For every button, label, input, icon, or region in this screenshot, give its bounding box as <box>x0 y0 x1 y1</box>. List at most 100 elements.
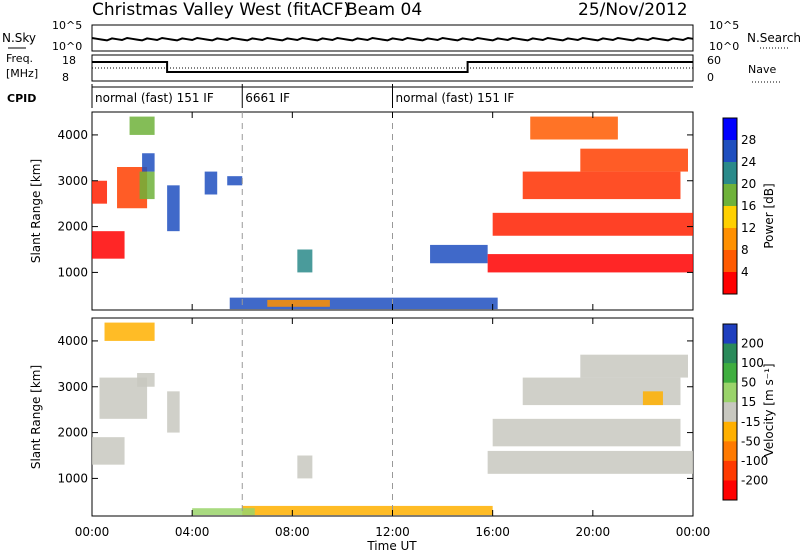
colorbar-tick-label: 28 <box>741 133 756 147</box>
x-tick-label: 00:00 <box>676 525 711 539</box>
colorbar-swatch <box>723 402 737 423</box>
echo-region <box>267 299 330 307</box>
echo-region <box>492 418 681 447</box>
freq-tick-bottom: 8 <box>62 71 69 84</box>
echo-region <box>142 153 155 172</box>
colorbar-tick-label: -15 <box>741 415 761 429</box>
sky-noise-line <box>91 36 694 42</box>
echo-region <box>580 148 688 172</box>
colorbar-swatch <box>723 228 737 251</box>
y-tick-label: 1000 <box>57 265 88 279</box>
colorbar-swatch <box>723 162 737 185</box>
colorbar-tick-label: -100 <box>741 454 768 468</box>
echo-region <box>530 116 618 140</box>
colorbar-swatch <box>723 421 737 442</box>
echo-region <box>242 505 493 516</box>
echo-region <box>642 391 663 406</box>
colorbar-swatch <box>723 441 737 462</box>
colorbar-tick-label: 15 <box>741 395 756 409</box>
colorbar-swatch <box>723 480 737 501</box>
time-xlabel: Time UT <box>366 539 417 553</box>
power-panel: 1000 2000 3000 4000 Slant Range [km] <box>29 111 694 311</box>
echo-region <box>92 231 125 259</box>
power-colorbar-label: Power [dB] <box>762 183 776 248</box>
y-tick-label: 2000 <box>57 426 88 440</box>
nave-tick-bottom: 0 <box>707 71 714 84</box>
velocity-mode-lines <box>241 318 393 516</box>
colorbar-swatch <box>723 184 737 207</box>
echo-region <box>192 508 255 516</box>
colorbar-tick-label: -200 <box>741 473 768 487</box>
echo-region <box>167 185 180 232</box>
y-tick-label: 4000 <box>57 128 88 142</box>
x-tick-label: 00:00 <box>75 525 110 539</box>
power-y-ticks: 1000 2000 3000 4000 <box>57 128 693 279</box>
frequency-line <box>92 61 693 73</box>
colorbar-swatch <box>723 363 737 384</box>
velocity-panel: 1000 2000 3000 4000 00:00 04:00 08:00 12:00 16:… <box>29 112 710 553</box>
power-mode-lines <box>241 112 393 310</box>
power-ylabel: Slant Range [km] <box>29 159 43 263</box>
date-label: 25/Nov/2012 <box>578 0 688 20</box>
echo-region <box>487 450 693 474</box>
velocity-y-ticks: 1000 2000 3000 4000 <box>57 334 693 485</box>
sky-label: N.Sky <box>2 31 36 45</box>
x-tick-label: 16:00 <box>475 525 510 539</box>
colorbar-swatch <box>723 272 737 295</box>
power-echo-layer <box>92 116 693 310</box>
x-tick-label: 08:00 <box>275 525 310 539</box>
colorbar-tick-label: 4 <box>741 265 749 279</box>
search-label: N.Search <box>747 31 800 45</box>
echo-region <box>139 171 155 200</box>
colorbar-swatch <box>723 460 737 481</box>
echo-region <box>487 254 693 273</box>
colorbar-tick-label: 16 <box>741 199 756 213</box>
velocity-colorbar-label: Velocity [m s⁻¹] <box>762 363 776 456</box>
cpid-segment-label: normal (fast) 151 IF <box>396 91 515 105</box>
colorbar-tick-label: -50 <box>741 434 761 448</box>
echo-region <box>522 171 681 200</box>
colorbar-tick-label: 100 <box>741 356 764 370</box>
sky-tick-top: 10^5 <box>52 19 82 32</box>
y-tick-label: 1000 <box>57 471 88 485</box>
echo-region <box>227 176 243 186</box>
colorbar-swatch <box>723 118 737 141</box>
echo-region <box>492 212 693 236</box>
colorbar-tick-label: 200 <box>741 337 764 351</box>
freq-tick-top: 18 <box>62 54 76 67</box>
search-tick-top: 10^5 <box>709 19 739 32</box>
colorbar-swatch <box>723 206 737 229</box>
search-tick-bottom: 10^0 <box>709 40 739 53</box>
colorbar-tick-label: 50 <box>741 376 756 390</box>
velocity-ylabel: Slant Range [km] <box>29 365 43 469</box>
echo-region <box>430 244 488 264</box>
colorbar-swatch <box>723 250 737 273</box>
x-tick-label: 20:00 <box>576 525 611 539</box>
power-colorbar: 4 8 12 16 20 24 28 <box>722 117 756 295</box>
colorbar-tick-label: 8 <box>741 243 749 257</box>
nave-label: Nave <box>748 63 776 76</box>
beam-label: Beam 04 <box>346 0 422 20</box>
y-tick-label: 3000 <box>57 380 88 394</box>
cpid-segment-label: 6661 IF <box>245 91 290 105</box>
y-tick-label: 3000 <box>57 174 88 188</box>
cpid-label: CPID <box>7 92 36 105</box>
x-tick-label: 04:00 <box>175 525 210 539</box>
colorbar-frame <box>722 323 738 501</box>
echo-region <box>129 116 155 135</box>
velocity-colorbar: 200 100 50 15 -15 -50 -100 -200 <box>722 323 768 501</box>
colorbar-tick-label: 12 <box>741 221 756 235</box>
echo-region <box>297 249 313 273</box>
sky-tick-bottom: 10^0 <box>52 40 82 53</box>
echo-region <box>580 354 688 378</box>
echo-region <box>137 373 155 387</box>
echo-region <box>167 391 180 433</box>
cpid-segment-label: normal (fast) 151 IF <box>95 91 214 105</box>
plot-title: Christmas Valley West (fitACF) <box>92 0 350 20</box>
colorbar-tick-label: 24 <box>741 155 756 169</box>
cpid-strip: normal (fast) 151 IF 6661 IF normal (fast)… <box>91 84 693 108</box>
echo-region <box>297 455 313 479</box>
velocity-echo-layer <box>92 322 693 516</box>
echo-region <box>92 437 125 465</box>
